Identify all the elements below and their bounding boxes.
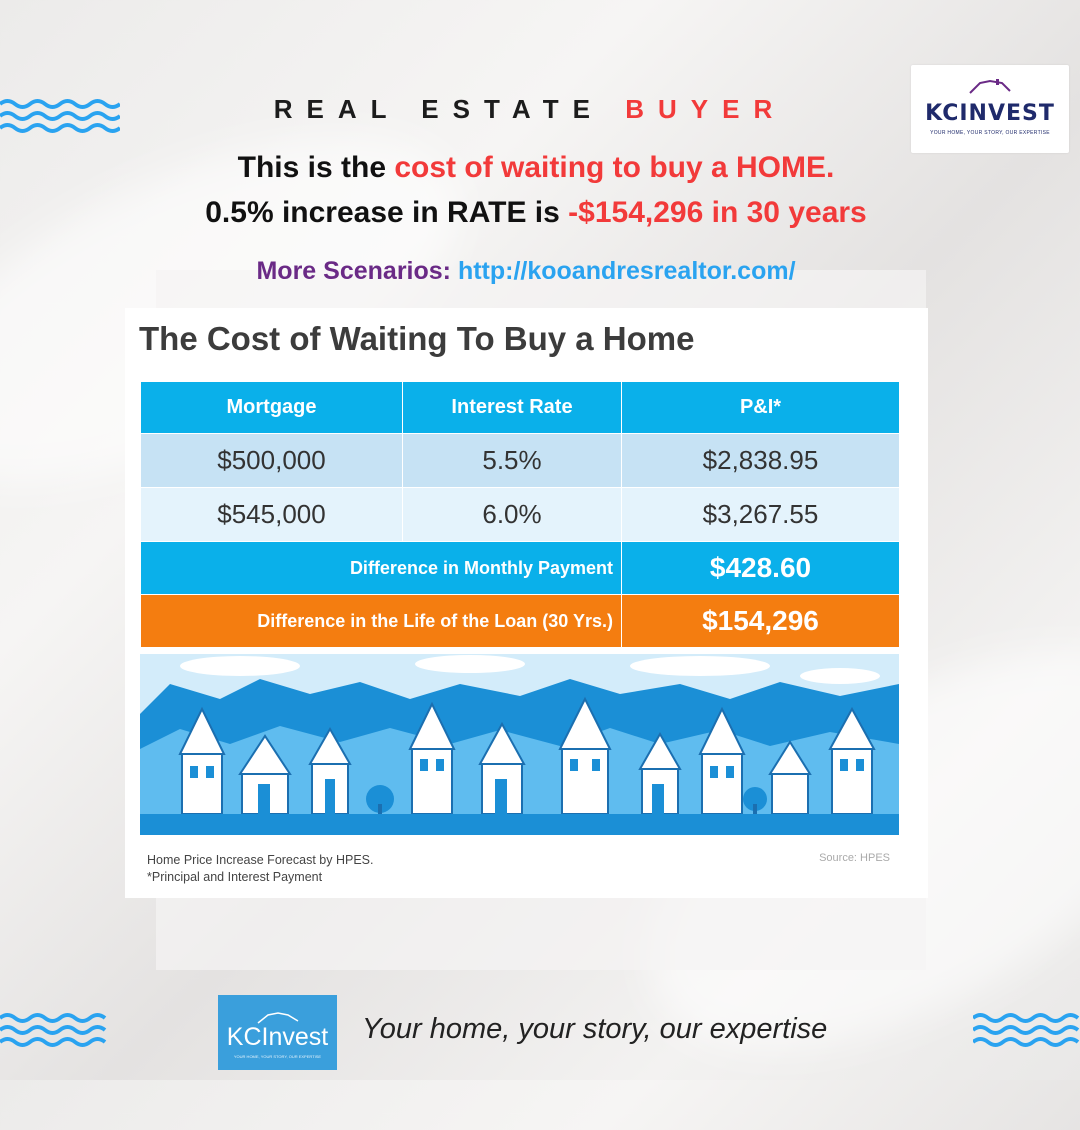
scenarios-link[interactable]: http://kooandresrealtor.com/ xyxy=(457,257,796,285)
rate-cell: 6.0% xyxy=(402,487,622,542)
headline-accent: cost of waiting to buy a HOME. xyxy=(394,151,835,184)
column-header: P&I* xyxy=(621,381,900,434)
wave-icon xyxy=(0,99,120,133)
headline-text: 0.5% increase in RATE is xyxy=(205,196,569,229)
roof-icon xyxy=(257,1012,299,1024)
houses-illustration xyxy=(140,654,899,835)
loan-difference-label: Difference in the Life of the Loan (30 Y… xyxy=(140,594,622,648)
kcinvest-footer-logo: KCInvest YOUR HOME, YOUR STORY, OUR EXPE… xyxy=(218,995,337,1070)
more-scenarios: More Scenarios: http://kooandresrealtor.… xyxy=(0,257,1052,286)
loan-difference-row: Difference in the Life of the Loan (30 Y… xyxy=(140,594,900,648)
mortgage-cell: $545,000 xyxy=(140,487,403,542)
headline-line-2: 0.5% increase in RATE is -$154,296 in 30… xyxy=(0,196,1072,230)
column-header: Interest Rate xyxy=(402,381,622,434)
logo-brand: KCINVEST xyxy=(925,101,1055,126)
table-row: $500,000 5.5% $2,838.95 xyxy=(140,433,900,488)
kicker-main: REAL ESTATE xyxy=(273,94,604,124)
monthly-difference-label: Difference in Monthly Payment xyxy=(140,541,622,595)
payment-cell: $3,267.55 xyxy=(621,487,900,542)
monthly-difference-row: Difference in Monthly Payment $428.60 xyxy=(140,541,900,595)
monthly-difference-value: $428.60 xyxy=(621,541,900,595)
footer-logo-brand: KCInvest xyxy=(226,1023,329,1051)
table-row: $545,000 6.0% $3,267.55 xyxy=(140,487,900,542)
cost-table: Mortgage Interest Rate P&I* $500,000 5.5… xyxy=(140,381,900,648)
cost-card: The Cost of Waiting To Buy a Home Mortga… xyxy=(125,308,928,898)
card-title: The Cost of Waiting To Buy a Home xyxy=(139,320,695,357)
footnote: *Principal and Interest Payment xyxy=(147,870,323,884)
footer-logo-tagline: YOUR HOME, YOUR STORY, OUR EXPERTISE xyxy=(233,1054,322,1059)
more-colon: : xyxy=(442,257,451,285)
forecast-note: Home Price Increase Forecast by HPES. xyxy=(147,853,374,867)
headline-text: This is the xyxy=(237,151,395,184)
rate-cell: 5.5% xyxy=(402,433,622,488)
headline-accent: -$154,296 in 30 years xyxy=(568,196,867,229)
table-header: Mortgage Interest Rate P&I* xyxy=(140,381,900,434)
more-label: More Scenarios xyxy=(256,257,443,285)
kcinvest-logo: KCINVEST YOUR HOME, YOUR STORY, OUR EXPE… xyxy=(911,65,1069,153)
kicker: REAL ESTATE BUYER xyxy=(0,94,1060,125)
wave-icon xyxy=(0,1013,107,1047)
loan-difference-value: $154,296 xyxy=(621,594,900,648)
wave-icon xyxy=(973,1013,1080,1047)
logo-tagline: YOUR HOME, YOUR STORY, OUR EXPERTISE xyxy=(930,130,1050,136)
footer-tagline: Your home, your story, our expertise xyxy=(362,1013,828,1045)
headline-line-1: This is the cost of waiting to buy a HOM… xyxy=(0,151,1072,185)
column-header: Mortgage xyxy=(140,381,403,434)
roof-icon xyxy=(969,79,1011,94)
payment-cell: $2,838.95 xyxy=(621,433,900,488)
mortgage-cell: $500,000 xyxy=(140,433,403,488)
source-note: Source: HPES xyxy=(819,852,890,864)
kicker-accent: BUYER xyxy=(625,94,787,124)
